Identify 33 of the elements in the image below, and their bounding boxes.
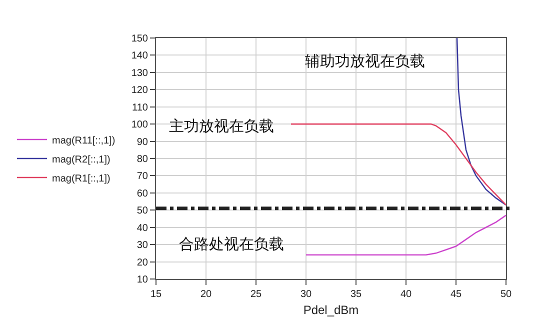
y-tick-label: 10 (136, 274, 148, 286)
x-tick-label: 50 (500, 289, 512, 300)
y-tick-label: 20 (136, 257, 148, 268)
y-tick-label: 150 (131, 34, 148, 44)
y-tick-label: 120 (131, 85, 148, 96)
annotation: 主功放视在负载 (169, 117, 274, 135)
legend-label: mag(R2[::,1]) (52, 154, 110, 166)
y-tick-label: 60 (136, 188, 148, 200)
y-tick-label: 140 (131, 50, 148, 62)
y-tick-label: 70 (136, 171, 148, 182)
y-tick-label: 100 (131, 120, 148, 131)
x-axis-title: Pdel_dBm (303, 302, 359, 317)
line-series (456, 38, 506, 206)
y-tick-label: 40 (136, 222, 148, 234)
legend-label: mag(R1[::,1]) (52, 173, 110, 184)
annotation: 合路处视在负载 (179, 235, 284, 253)
y-tick-label: 30 (136, 240, 148, 252)
x-tick-label: 45 (450, 289, 462, 300)
x-tick-label: 20 (200, 289, 212, 300)
y-tick-label: 80 (136, 154, 148, 165)
legend-label: mag(R11[::,1]) (52, 135, 116, 146)
x-tick-label: 40 (400, 289, 412, 300)
y-tick-label: 50 (136, 206, 148, 217)
y-tick-label: 130 (131, 68, 148, 79)
x-tick-label: 25 (250, 289, 262, 300)
y-tick-label: 90 (136, 136, 148, 148)
x-tick-label: 30 (300, 289, 312, 300)
x-tick-label: 15 (150, 289, 162, 300)
x-tick-label: 35 (350, 289, 362, 300)
line-series (305, 214, 506, 256)
annotation: 辅助功放视在负载 (305, 52, 425, 70)
y-tick-label: 110 (132, 102, 148, 114)
line-series (290, 123, 506, 206)
